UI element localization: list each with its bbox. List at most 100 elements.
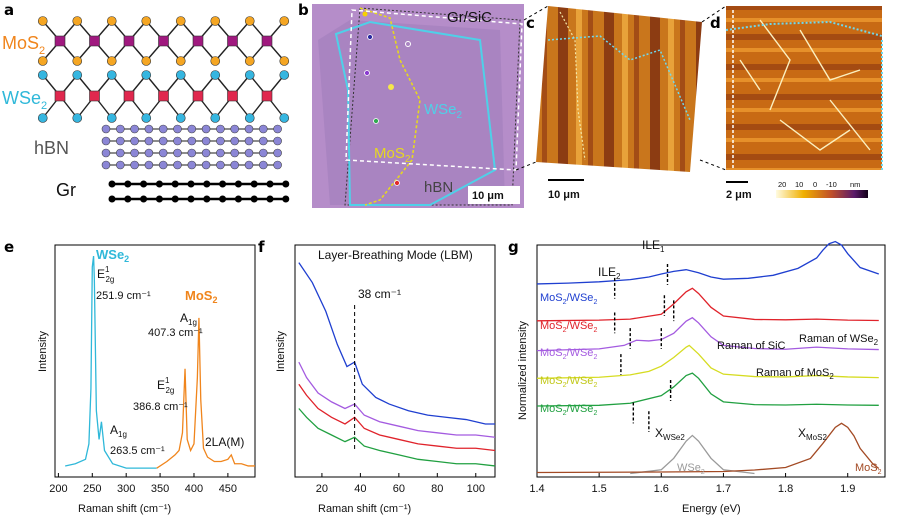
- graphene-atom: [234, 180, 242, 188]
- hbn-atom: [201, 148, 211, 158]
- raman-spectrum-chart: 200 250 300 350 400 450 Raman shift (cm⁻¹) In…: [37, 244, 256, 515]
- x-tick-label: 200: [49, 483, 67, 495]
- heterostructure-schematic: MoS2 WSe2 hBN Gr: [2, 16, 290, 203]
- mos2-chalcogen-top: [37, 16, 48, 26]
- scalebar-d: 2 μm: [726, 189, 752, 201]
- mos2-chalcogen-top: [106, 16, 117, 26]
- hbn-atom: [201, 136, 211, 146]
- afm-c-map: [536, 6, 702, 172]
- g-y-label: Normalized intensity: [517, 320, 529, 420]
- spot-lightyellow: [388, 84, 394, 90]
- x-tick-label: 40: [354, 483, 366, 495]
- graphene-atom: [282, 195, 290, 203]
- wse2-chalcogen-top: [279, 70, 290, 80]
- mos2-chalcogen-top: [210, 16, 221, 26]
- g-label-yellow: MoS2/WSe2: [540, 375, 597, 389]
- panel-label-b: b: [298, 1, 309, 19]
- hbn-atom: [273, 148, 282, 158]
- cbar-tick-m10: -10: [826, 180, 837, 189]
- hbn-atom: [144, 148, 154, 158]
- series-line-3: [536, 344, 879, 379]
- graphene-atom: [187, 195, 195, 203]
- label-wse2-b: WSe2: [424, 101, 463, 121]
- g-label-red: MoS2/WSe2: [540, 320, 597, 334]
- scalebar-box-b: [468, 186, 520, 204]
- g-label-raman-wse2: Raman of WSe2: [799, 333, 879, 347]
- f-peak-label: 38 cm⁻¹: [358, 287, 401, 301]
- e-value-a1g-w: 263.5 cm⁻¹: [110, 445, 165, 457]
- wse2-chalcogen-bottom: [141, 113, 152, 123]
- mos2-chalcogen-top: [175, 16, 186, 26]
- x-tick-label: 20: [316, 483, 328, 495]
- hbn-atom: [144, 136, 154, 146]
- g-frame: [536, 244, 886, 478]
- spot-white: [405, 41, 411, 47]
- series-line-1: [298, 361, 496, 438]
- lbm-spectrum-chart: 20 40 60 80 100 Layer-Breathing Mode (LBM) 3…: [275, 244, 496, 515]
- hbn-atom: [273, 160, 282, 170]
- e-x-label: Raman shift (cm⁻¹): [78, 503, 171, 515]
- hbn-atom: [130, 124, 139, 134]
- layer-label-mos2: MoS2: [2, 33, 45, 57]
- g-x-label: Energy (eV): [682, 503, 741, 515]
- x-tick-label: 100: [467, 483, 485, 495]
- hbn-atom: [187, 148, 197, 158]
- mos2-metal: [123, 35, 135, 47]
- zoom-line-cd-bottom: [699, 159, 727, 171]
- graphene-atom: [124, 180, 132, 188]
- graphene-atom: [108, 195, 116, 203]
- graphene-atom: [282, 180, 290, 188]
- f-x-label: Raman shift (cm⁻¹): [318, 503, 411, 515]
- f-title: Layer-Breathing Mode (LBM): [318, 248, 473, 262]
- g-label-xmos2: XMoS2: [798, 426, 827, 442]
- wse2-metal: [123, 90, 135, 102]
- wse2-chalcogen-bottom: [175, 113, 186, 123]
- atom-lattice: [37, 16, 290, 203]
- hbn-atom: [158, 160, 168, 170]
- afm-image-large: 10 μm: [515, 5, 702, 201]
- graphene-atom: [266, 180, 274, 188]
- wse2-chalcogen-bottom: [210, 113, 221, 123]
- zoom-line-bc-top: [523, 5, 549, 21]
- g-label-green: MoS2/WSe2: [540, 403, 597, 417]
- hbn-atom: [144, 124, 154, 134]
- panel-label-d: d: [710, 14, 721, 32]
- pl-spectrum-chart: 1.4 1.5 1.6 1.7 1.8 1.9 Energy (eV) Normalize…: [517, 238, 886, 515]
- graphene-atom: [171, 195, 179, 203]
- e-label-e2g-w: E1 2g: [97, 265, 114, 284]
- series-line-2: [298, 383, 496, 452]
- hbn-atom: [230, 136, 239, 146]
- mos2-chalcogen-bottom: [141, 56, 152, 66]
- graphene-atom: [203, 195, 211, 203]
- hbn-atom: [244, 160, 254, 170]
- series-line-4: [536, 372, 879, 407]
- x-tick-label: 250: [83, 483, 101, 495]
- graphene-atom: [108, 180, 116, 188]
- wse2-chalcogen-top: [175, 70, 186, 80]
- e-label-2la: 2LA(M): [205, 435, 244, 449]
- g-label-ile1: ILE1: [642, 238, 665, 254]
- wse2-metal: [261, 90, 273, 102]
- wse2-outline: [334, 20, 497, 206]
- spot-purple: [364, 70, 370, 76]
- mos2-chalcogen-bottom: [244, 56, 255, 66]
- x-tick-label: 350: [151, 483, 169, 495]
- hbn-atom: [101, 148, 111, 158]
- mos2-chalcogen-top: [244, 16, 255, 26]
- cbar-tick-10: 10: [795, 180, 803, 189]
- hbn-atom: [130, 136, 139, 146]
- wse2-chalcogen-top: [141, 70, 152, 80]
- label-hbn-b: hBN: [424, 179, 453, 196]
- layer-label-gr: Gr: [56, 180, 76, 200]
- hbn-atom: [187, 124, 197, 134]
- flake-region: [318, 20, 505, 205]
- mos2-chalcogen-top: [141, 16, 152, 26]
- x-tick-label: 450: [219, 483, 237, 495]
- series-line-1: [156, 317, 255, 469]
- mos2-metal: [54, 35, 66, 47]
- mos2-chalcogen-bottom: [175, 56, 186, 66]
- hbn-atom: [158, 136, 168, 146]
- panel-label-a: a: [4, 1, 14, 19]
- x-tick-label: 1.6: [654, 483, 669, 495]
- graphene-atom: [140, 195, 148, 203]
